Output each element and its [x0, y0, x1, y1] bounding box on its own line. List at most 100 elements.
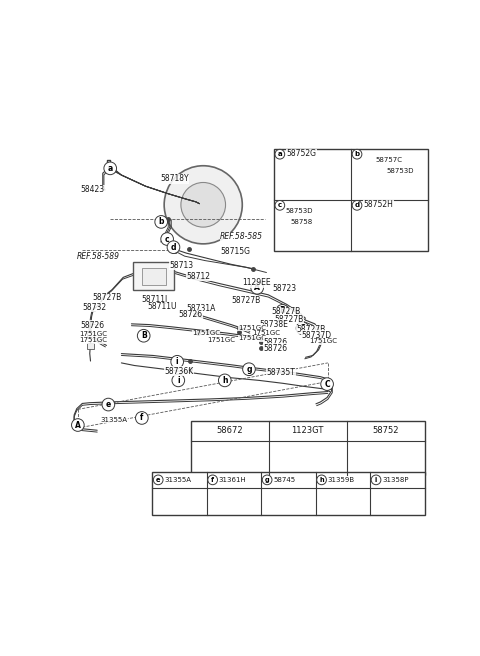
- Text: b: b: [158, 217, 164, 226]
- Text: a: a: [108, 164, 113, 173]
- Text: 58727B: 58727B: [271, 308, 300, 316]
- Text: f: f: [211, 477, 214, 483]
- Circle shape: [102, 398, 115, 411]
- Circle shape: [164, 166, 242, 244]
- Circle shape: [275, 201, 285, 210]
- Bar: [87, 332, 94, 338]
- Circle shape: [243, 363, 255, 375]
- Text: g: g: [265, 477, 269, 483]
- Text: 1751GC: 1751GC: [239, 325, 266, 331]
- Text: b: b: [354, 151, 360, 157]
- Circle shape: [321, 378, 334, 390]
- Bar: [142, 268, 166, 285]
- Text: 58732: 58732: [83, 302, 107, 312]
- Text: d: d: [171, 243, 176, 252]
- Text: i: i: [177, 376, 180, 385]
- Text: 1751GC: 1751GC: [79, 337, 108, 343]
- Text: 58711U: 58711U: [147, 302, 177, 311]
- Text: 58727B: 58727B: [274, 315, 303, 324]
- Text: 1751GC: 1751GC: [79, 331, 108, 337]
- Text: 58726: 58726: [178, 310, 203, 319]
- Text: 58423: 58423: [81, 186, 105, 194]
- Bar: [133, 262, 174, 291]
- Text: d: d: [354, 202, 360, 209]
- Text: c: c: [165, 235, 169, 243]
- Text: A: A: [75, 420, 81, 430]
- Text: C: C: [300, 324, 305, 333]
- Text: c: c: [278, 202, 282, 209]
- Text: 58711J: 58711J: [142, 295, 168, 304]
- Circle shape: [275, 150, 285, 159]
- Text: C: C: [324, 380, 330, 388]
- Text: 58731A: 58731A: [186, 304, 216, 313]
- Text: 1751GC: 1751GC: [252, 330, 280, 336]
- Text: 58736K: 58736K: [164, 367, 193, 376]
- Text: 31361H: 31361H: [218, 477, 246, 483]
- Text: h: h: [222, 376, 228, 385]
- Text: REF.58-589: REF.58-589: [77, 253, 120, 261]
- Circle shape: [352, 201, 362, 210]
- Text: 1751GC: 1751GC: [309, 338, 337, 344]
- Text: 58723: 58723: [272, 284, 296, 293]
- Text: 58737D: 58737D: [302, 331, 332, 340]
- Circle shape: [181, 182, 226, 227]
- Circle shape: [171, 356, 183, 368]
- Text: 58738E: 58738E: [259, 319, 288, 329]
- Text: i: i: [375, 477, 377, 483]
- Text: REF.58-585: REF.58-585: [220, 232, 263, 241]
- Text: 31355A: 31355A: [100, 417, 127, 423]
- Circle shape: [276, 304, 289, 317]
- Circle shape: [72, 419, 84, 432]
- Bar: [274, 149, 428, 251]
- Text: 1129EE: 1129EE: [242, 278, 271, 287]
- Text: 58727B: 58727B: [93, 293, 122, 302]
- Text: 58726: 58726: [81, 321, 105, 330]
- Text: 58712: 58712: [186, 272, 211, 281]
- Text: 58757C: 58757C: [375, 157, 402, 163]
- Circle shape: [296, 322, 309, 335]
- Text: 1751GC: 1751GC: [207, 337, 235, 343]
- Text: 1123GT: 1123GT: [291, 426, 324, 436]
- Text: 1751GC: 1751GC: [192, 330, 220, 336]
- Circle shape: [104, 162, 117, 174]
- Circle shape: [172, 374, 185, 386]
- Circle shape: [167, 241, 180, 253]
- Circle shape: [135, 411, 148, 424]
- Circle shape: [352, 150, 362, 159]
- Text: 58726: 58726: [264, 338, 288, 347]
- Text: A: A: [254, 283, 260, 293]
- Text: 31355A: 31355A: [164, 477, 191, 483]
- Circle shape: [137, 329, 150, 342]
- Text: 1751GC: 1751GC: [239, 335, 266, 341]
- Circle shape: [155, 216, 168, 228]
- Circle shape: [317, 475, 326, 485]
- Text: h: h: [319, 477, 324, 483]
- Text: 58735T: 58735T: [266, 368, 295, 377]
- Text: 58713: 58713: [170, 260, 194, 270]
- Circle shape: [251, 281, 264, 294]
- Circle shape: [161, 233, 173, 245]
- Text: 58745: 58745: [273, 477, 295, 483]
- Text: e: e: [106, 400, 111, 409]
- Text: f: f: [140, 413, 144, 422]
- Text: a: a: [277, 151, 282, 157]
- Bar: [298, 327, 306, 333]
- Text: 58758: 58758: [290, 220, 313, 226]
- Text: 31358P: 31358P: [382, 477, 408, 483]
- Text: 58752H: 58752H: [363, 201, 393, 209]
- Text: 58752G: 58752G: [286, 150, 316, 158]
- Text: 58727B: 58727B: [231, 297, 260, 305]
- Text: 58752: 58752: [372, 426, 399, 436]
- Circle shape: [218, 374, 231, 386]
- Bar: [87, 343, 94, 349]
- Text: g: g: [246, 365, 252, 374]
- Text: 58726: 58726: [264, 344, 288, 352]
- Circle shape: [262, 475, 272, 485]
- Text: 58672: 58672: [216, 426, 243, 436]
- Circle shape: [371, 475, 381, 485]
- Text: e: e: [156, 477, 160, 483]
- Text: 58753D: 58753D: [285, 207, 312, 214]
- Text: 58718Y: 58718Y: [160, 174, 189, 183]
- Circle shape: [154, 475, 163, 485]
- Bar: [191, 420, 424, 474]
